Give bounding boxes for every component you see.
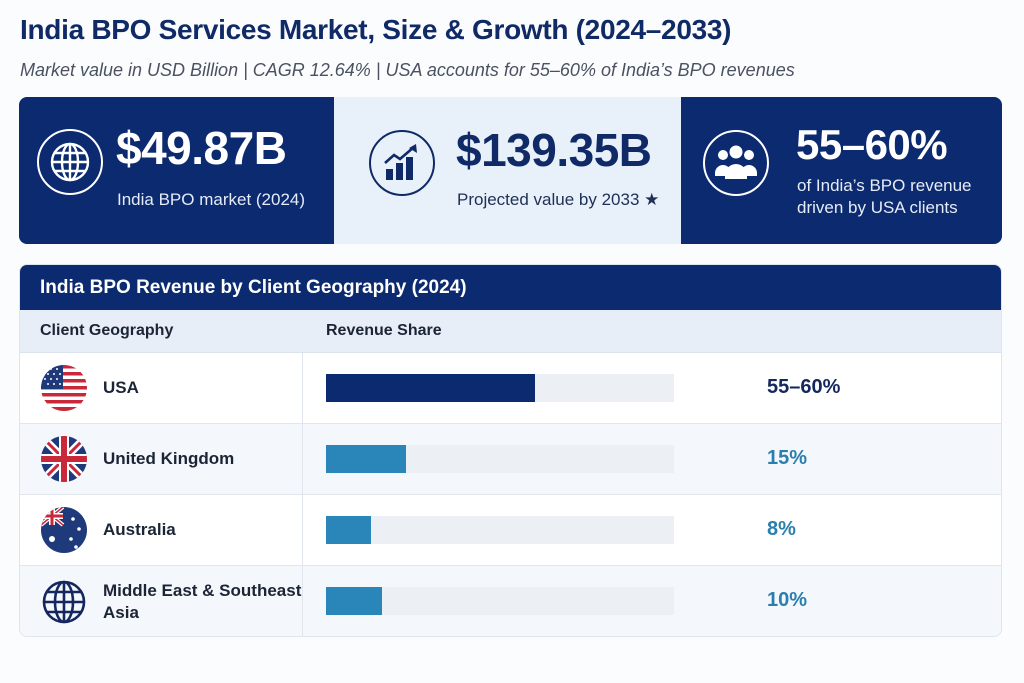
table-row: Australia 8% [20, 495, 1001, 566]
bar-usa [326, 374, 535, 402]
bar-track [326, 445, 674, 473]
globe-icon [37, 129, 103, 195]
table-row: USA 55–60% [20, 353, 1001, 424]
globe-icon [41, 579, 87, 625]
chart-title: India BPO Revenue by Client Geography (2… [20, 265, 1001, 310]
bar-track [326, 587, 674, 615]
geo-cell: Australia [20, 495, 303, 565]
geo-cell: Middle East & Southeast Asia [20, 566, 303, 636]
geo-name: Middle East & Southeast Asia [103, 581, 302, 622]
column-header-row: Client Geography Revenue Share [20, 310, 1001, 353]
stat-label: of India’s BPO revenue driven by USA cli… [797, 176, 972, 217]
geo-name: USA [103, 378, 139, 397]
bar-track [326, 374, 674, 402]
stat-label: India BPO market (2024) [117, 190, 306, 209]
stat-value: $139.35B [456, 124, 652, 176]
table-row: United Kingdom 15% [20, 424, 1001, 495]
bar-track [326, 516, 674, 544]
stat-value: 55–60% [796, 121, 948, 168]
usa-flag-icon [41, 365, 87, 411]
page-subtitle: Market value in USD Billion | CAGR 12.64… [20, 60, 795, 80]
stat-card-projection-2033: $139.35B Projected value by 2033 ★ [334, 97, 681, 244]
australia-flag-icon [41, 507, 87, 553]
bar-australia [326, 516, 372, 544]
value-label: 15% [767, 447, 808, 469]
value-label: 10% [767, 589, 808, 611]
growth-chart-icon [369, 130, 435, 196]
people-group-icon [703, 130, 769, 196]
stat-label: Projected value by 2033 ★ [457, 190, 660, 209]
column-header-revenue-share: Revenue Share [326, 322, 442, 339]
geo-cell: USA [20, 353, 303, 423]
geography-table: India BPO Revenue by Client Geography (2… [19, 264, 1002, 637]
geo-name: United Kingdom [103, 449, 235, 468]
stat-card-usa-share: 55–60% of India’s BPO revenue driven by … [681, 97, 1002, 244]
stat-card-market-2024: $49.87B India BPO market (2024) [19, 97, 334, 244]
uk-flag-icon [41, 436, 87, 482]
bar-uk [326, 445, 407, 473]
geo-name: Australia [103, 520, 176, 539]
stat-value: $49.87B [116, 122, 287, 174]
value-label: 55–60% [767, 376, 841, 398]
geo-cell: United Kingdom [20, 424, 303, 494]
table-row: Middle East & Southeast Asia 10% [20, 566, 1001, 636]
column-header-geography: Client Geography [40, 322, 174, 339]
bar-middle-east-southeast-asia [326, 587, 382, 615]
value-label: 8% [767, 518, 796, 540]
page-title: India BPO Services Market, Size & Growth… [20, 14, 732, 45]
stats-band: $49.87B India BPO market (2024) $139.35B… [19, 97, 1002, 244]
